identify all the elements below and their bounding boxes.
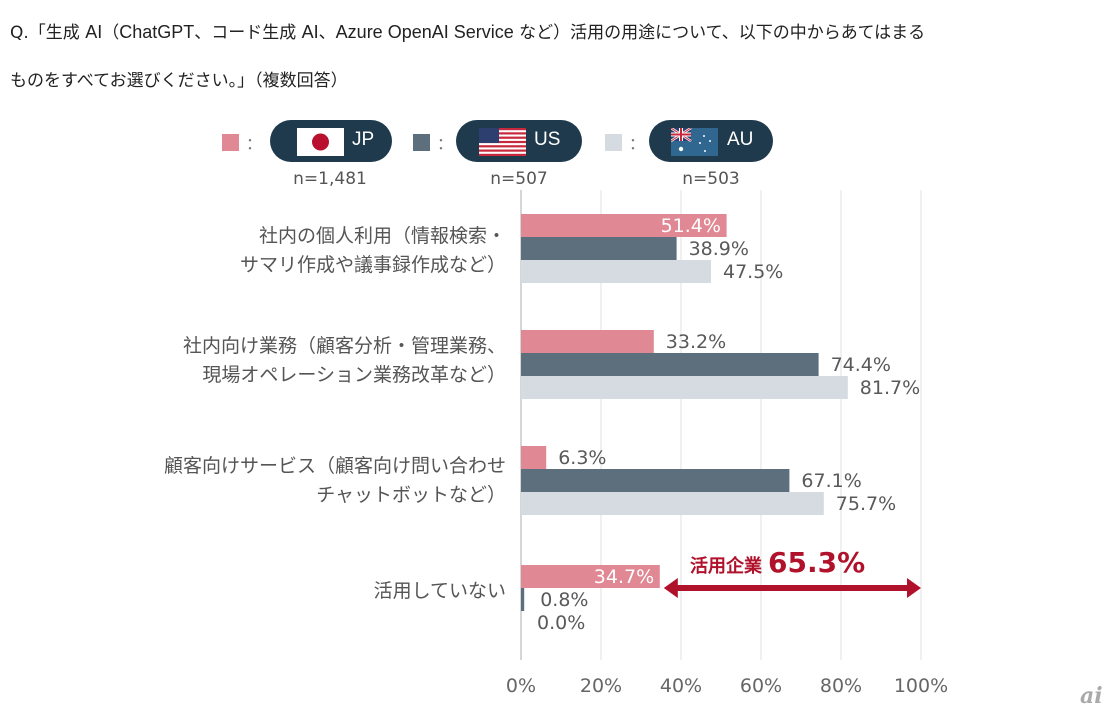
bar-jp: [521, 565, 660, 588]
data-label: 47.5%: [723, 261, 784, 283]
category-label: 活用していない: [374, 577, 506, 606]
bar-au: [521, 492, 824, 515]
data-label: 38.9%: [688, 238, 749, 260]
question-text: Azure OpenAI Service: [335, 22, 514, 42]
question-text: 、: [318, 23, 336, 43]
x-tick-label: 0%: [505, 675, 537, 697]
question-text: （: [102, 23, 120, 43]
annotation-text: 活用企業 65.3%: [690, 546, 865, 579]
question-text: など）活用の用途について、以下の中からあてはまる: [513, 23, 926, 43]
legend-pill-jp: JP: [270, 120, 392, 162]
x-tick-label: 80%: [819, 675, 863, 697]
legend-pill-us: US: [456, 120, 582, 162]
bar-jp: [521, 214, 727, 237]
category-label: 顧客向けサービス（顧客向け問い合わせチャットボットなど）: [164, 452, 506, 510]
data-label: 0.8%: [540, 589, 589, 611]
data-label: 0.0%: [537, 612, 586, 634]
x-tick-label: 20%: [579, 675, 623, 697]
bar-au: [521, 260, 711, 283]
question-text: AI: [85, 22, 103, 42]
question-line-1: Q.「生成 AI（ChatGPT、コード生成 AI、Azure OpenAI S…: [10, 18, 925, 43]
legend-colon: ：: [437, 134, 454, 153]
category-label-line: 顧客向けサービス（顧客向け問い合わせ: [163, 455, 506, 477]
bar-us: [521, 237, 677, 260]
data-label: 34.7%: [593, 566, 655, 588]
question-text: Q.「生成: [10, 23, 86, 43]
legend-pill-au: AU: [649, 120, 773, 162]
question-text: 、コード生成: [194, 23, 302, 43]
question-text: ChatGPT: [119, 22, 195, 42]
annotation-label: 活用企業: [690, 556, 762, 577]
bar-us: [521, 469, 790, 492]
australia-flag-icon: [671, 128, 718, 156]
category-label-line: 社内向け業務（顧客分析・管理業務、: [182, 335, 506, 357]
bar-au: [521, 376, 848, 399]
legend-code-jp: JP: [352, 129, 375, 150]
legend-swatch-us: [413, 134, 430, 151]
legend-n-au: n=503: [682, 169, 740, 189]
category-label-line: サマリ作成や議事録作成など）: [239, 254, 506, 276]
bar-jp: [521, 330, 654, 353]
category-label-line: 現場オペレーション業務改革など）: [202, 364, 506, 386]
bar-us: [521, 353, 819, 376]
data-label: 74.4%: [830, 354, 891, 376]
data-label: 51.4%: [660, 215, 721, 237]
legend-n-jp: n=1,481: [293, 169, 367, 189]
question-line-2: ものをすべてお選びください。」（複数回答）: [10, 71, 348, 91]
data-label: 67.1%: [801, 470, 862, 492]
x-tick-label: 100%: [893, 675, 949, 697]
category-label-line: 社内の個人利用（情報検索・: [258, 225, 506, 247]
category-label-line: チャットボットなど）: [316, 484, 506, 506]
us-flag-icon: [479, 128, 526, 156]
x-tick-label: 40%: [659, 675, 703, 697]
bar-jp: [521, 446, 547, 469]
data-label: 75.7%: [835, 493, 897, 515]
legend-n-us: n=507: [490, 169, 548, 189]
question-text: AI: [301, 22, 319, 42]
watermark-logo: ai: [1080, 683, 1103, 709]
category-label-line: 活用していない: [373, 580, 506, 602]
legend-colon: ：: [246, 134, 263, 153]
bar-us: [521, 588, 525, 611]
legend-swatch-au: [605, 134, 622, 151]
annotation-value: 65.3%: [768, 546, 866, 579]
legend-code-us: US: [534, 129, 561, 150]
legend-swatch-jp: [222, 134, 239, 151]
double-arrow-icon: [663, 578, 921, 598]
legend-colon: ：: [629, 134, 646, 153]
x-tick-label: 60%: [739, 675, 783, 697]
legend-code-au: AU: [727, 129, 754, 150]
category-label: 社内向け業務（顧客分析・管理業務、現場オペレーション業務改革など）: [183, 332, 506, 390]
data-label: 6.3%: [558, 447, 607, 469]
data-label: 81.7%: [859, 377, 921, 399]
japan-flag-icon: [297, 128, 344, 156]
category-label: 社内の個人利用（情報検索・サマリ作成や議事録作成など）: [240, 222, 506, 280]
data-label: 33.2%: [665, 331, 727, 353]
